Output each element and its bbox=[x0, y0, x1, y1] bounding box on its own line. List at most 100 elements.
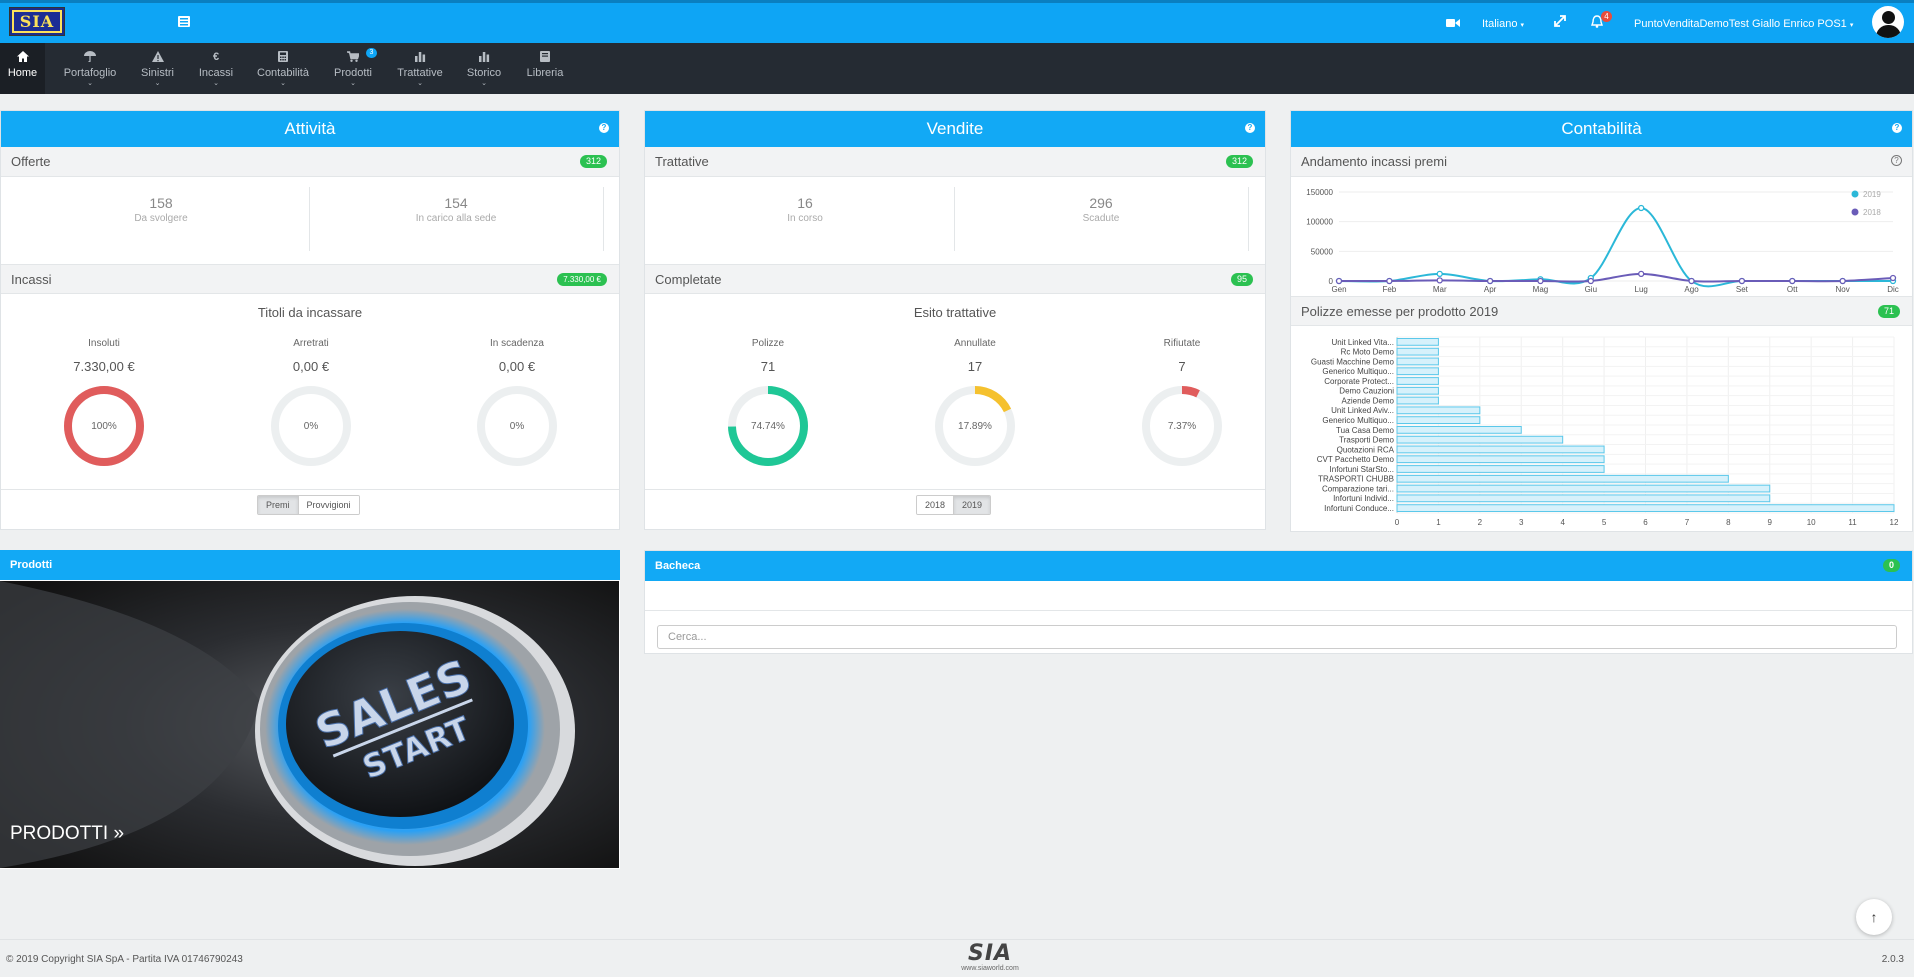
donut-pct-arretrati: 0% bbox=[303, 421, 319, 432]
donut-label-insoluti: Insoluti bbox=[88, 338, 120, 349]
x-tick-label: 12 bbox=[1890, 518, 1899, 527]
nav-incassi[interactable]: € Incassi ⌄ bbox=[192, 43, 240, 94]
y-tick-label: 150000 bbox=[1306, 188, 1333, 197]
y-tick-label: Infortuni Conduce... bbox=[1324, 504, 1394, 513]
y-tick-label: Rc Moto Demo bbox=[1341, 348, 1395, 357]
donut-pct-insoluti: 100% bbox=[91, 421, 117, 432]
prodotti-badge: 3 bbox=[366, 48, 377, 58]
donut-pct-rifiutate: 7.37% bbox=[1167, 421, 1197, 432]
x-tick-label: 5 bbox=[1602, 518, 1607, 527]
donut-arc bbox=[64, 386, 144, 466]
y-tick-label: Tua Casa Demo bbox=[1336, 426, 1395, 435]
help-icon[interactable]: ? bbox=[1245, 123, 1255, 133]
expand-icon[interactable] bbox=[1554, 15, 1566, 30]
notification-badge: 4 bbox=[1601, 11, 1612, 22]
nav-portafoglio[interactable]: Portafoglio ⌄ bbox=[60, 43, 120, 94]
trattative-badge: 312 bbox=[1225, 155, 1253, 168]
sia-logo[interactable]: SIA bbox=[10, 8, 64, 35]
toggle-2019[interactable]: 2019 bbox=[953, 496, 991, 514]
bar bbox=[1396, 357, 1439, 366]
nav-storico[interactable]: Storico ⌄ bbox=[462, 43, 506, 94]
bell-icon[interactable] bbox=[1591, 15, 1603, 31]
y-tick-label: Trasporti Demo bbox=[1339, 436, 1394, 445]
bar bbox=[1396, 367, 1439, 376]
data-point bbox=[1386, 277, 1393, 285]
scroll-top-button[interactable]: ↑ bbox=[1856, 899, 1892, 935]
bar bbox=[1396, 396, 1439, 405]
nav-home[interactable]: Home bbox=[0, 43, 45, 94]
data-point bbox=[1738, 277, 1746, 285]
help-icon[interactable]: ? bbox=[1892, 123, 1902, 133]
prodotti-link[interactable]: PRODOTTI » bbox=[10, 823, 125, 844]
warning-icon bbox=[135, 51, 180, 64]
completate-badge: 95 bbox=[1230, 273, 1253, 286]
donut-in-scadenza bbox=[477, 386, 557, 466]
donut-label-in-scadenza: In scadenza bbox=[490, 338, 544, 349]
nav-contabilita[interactable]: Contabilità ⌄ bbox=[252, 43, 314, 94]
x-tick-label: Lug bbox=[1635, 285, 1648, 294]
menu-icon[interactable] bbox=[178, 15, 190, 30]
offerte-stat-in-carico[interactable]: 154 In carico alla sede bbox=[415, 195, 497, 224]
y-tick-label: Infortuni Individ... bbox=[1333, 494, 1394, 503]
video-icon[interactable] bbox=[1446, 16, 1460, 31]
help-icon[interactable]: ? bbox=[1891, 155, 1902, 166]
x-tick-label: 4 bbox=[1560, 518, 1565, 527]
donut-arc bbox=[1181, 386, 1200, 398]
bar bbox=[1396, 445, 1605, 454]
legend-marker bbox=[1851, 208, 1859, 216]
nav-libreria[interactable]: Libreria bbox=[520, 43, 570, 94]
bar bbox=[1396, 386, 1439, 395]
umbrella-icon bbox=[60, 51, 120, 64]
incassi-badge: 7.330,00 € bbox=[557, 273, 607, 286]
donut-value-insoluti: 7.330,00 € bbox=[73, 359, 135, 374]
bar bbox=[1396, 504, 1895, 513]
nav-prodotti[interactable]: 3 Prodotti ⌄ bbox=[328, 43, 378, 94]
language-selector[interactable]: Italiano ▾ bbox=[1482, 18, 1525, 30]
toggle-2018[interactable]: 2018 bbox=[917, 496, 954, 514]
nav-trattative[interactable]: Trattative ⌄ bbox=[392, 43, 448, 94]
search-input[interactable]: Cerca... bbox=[657, 625, 1897, 649]
offerte-header: Offerte 312 bbox=[1, 147, 619, 177]
toggle-provvigioni[interactable]: Provvigioni bbox=[297, 496, 359, 514]
x-tick-label: Feb bbox=[1382, 285, 1396, 294]
main-nav: Home Portafoglio ⌄ Sinistri ⌄ € Incassi ⌄ C… bbox=[0, 43, 1914, 94]
legend-label[interactable]: 2018 bbox=[1863, 208, 1881, 217]
x-tick-label: 8 bbox=[1726, 518, 1731, 527]
y-tick-label: 0 bbox=[1329, 277, 1334, 286]
prodotti-banner[interactable]: SALES START PRODOTTI » bbox=[0, 581, 619, 868]
avatar[interactable] bbox=[1872, 6, 1904, 38]
donut-value-annullate: 17 bbox=[967, 359, 983, 374]
legend-marker bbox=[1851, 190, 1859, 198]
legend-label[interactable]: 2019 bbox=[1863, 190, 1881, 199]
vendite-header: Vendite? bbox=[645, 111, 1265, 147]
donut-track bbox=[477, 386, 557, 466]
y-tick-label: 50000 bbox=[1311, 247, 1334, 256]
x-tick-label: 1 bbox=[1436, 518, 1441, 527]
vendite-panel: Vendite? Trattative 312 16 In corso 296 Sca… bbox=[644, 110, 1266, 530]
cart-icon bbox=[328, 51, 378, 64]
offerte-stat-da-svolgere[interactable]: 158 Da svolgere bbox=[134, 195, 188, 224]
bar-chart-header: Polizze emesse per prodotto 2019 71 bbox=[1291, 296, 1912, 326]
trattative-stat-in-corso[interactable]: 16 In corso bbox=[787, 195, 823, 224]
bar bbox=[1396, 474, 1729, 483]
nav-sinistri[interactable]: Sinistri ⌄ bbox=[135, 43, 180, 94]
line-chart-header: Andamento incassi premi ? bbox=[1291, 147, 1912, 177]
data-point bbox=[1638, 204, 1645, 212]
donut-polizze bbox=[728, 386, 808, 466]
copyright: © 2019 Copyright SIA SpA - Partita IVA 0… bbox=[6, 954, 243, 965]
x-tick-label: Set bbox=[1736, 285, 1749, 294]
footer-logo[interactable]: SIA www.siaworld.com bbox=[961, 941, 1019, 973]
user-menu[interactable]: PuntoVenditaDemoTest Giallo Enrico POS1 … bbox=[1634, 18, 1854, 30]
data-point bbox=[1587, 277, 1594, 285]
year-toggle: 2018 2019 bbox=[916, 495, 992, 515]
x-tick-label: Mar bbox=[1433, 285, 1447, 294]
y-tick-label: CVT Pacchetto Demo bbox=[1317, 455, 1395, 464]
toggle-premi[interactable]: Premi bbox=[258, 496, 298, 514]
trattative-stat-scadute[interactable]: 296 Scadute bbox=[1082, 195, 1120, 224]
donut-value-arretrati: 0,00 € bbox=[292, 359, 330, 374]
bar bbox=[1396, 484, 1771, 493]
donut-rifiutate bbox=[1142, 386, 1222, 466]
bar bbox=[1396, 338, 1439, 346]
help-icon[interactable]: ? bbox=[599, 123, 609, 133]
